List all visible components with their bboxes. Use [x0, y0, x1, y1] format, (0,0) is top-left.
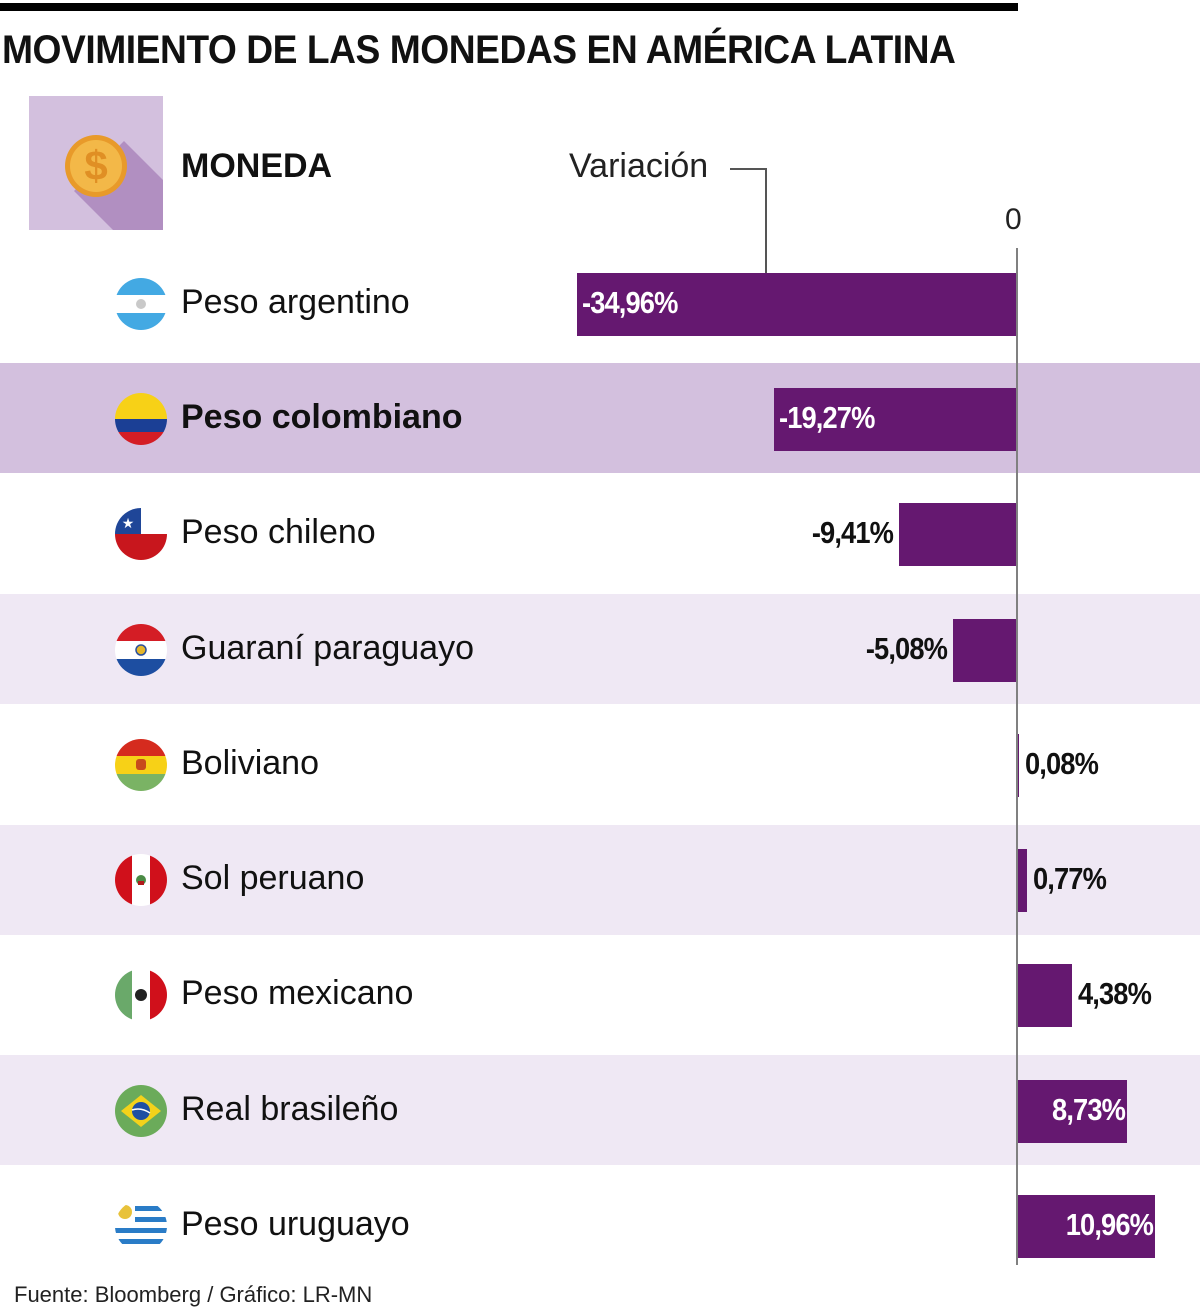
row-band — [0, 593, 1200, 704]
bar-value-label: -9,41% — [811, 515, 893, 551]
bar — [1017, 964, 1073, 1028]
chart-title: MOVIMIENTO DE LAS MONEDAS EN AMÉRICA LAT… — [2, 28, 956, 72]
row-band — [0, 1055, 1200, 1166]
bar — [1017, 1195, 1155, 1259]
row-label: Peso argentino — [181, 282, 410, 321]
bar — [774, 387, 1017, 451]
zero-axis-line — [1016, 248, 1018, 1265]
variacion-leader-line-vertical — [765, 168, 767, 284]
row-label: Sol peruano — [181, 859, 365, 898]
bar-value-label: 0,08% — [1025, 745, 1099, 781]
bar-value-label: 10,96% — [1065, 1207, 1154, 1243]
variacion-leader-line — [730, 168, 766, 170]
bolivia-flag-icon — [115, 738, 167, 791]
colombia-flag-icon — [115, 392, 167, 445]
zero-axis-label: 0 — [1005, 203, 1022, 236]
uruguay-flag-icon — [115, 1200, 167, 1253]
row-label: Peso chileno — [181, 513, 376, 552]
row-band — [0, 363, 1200, 474]
row-band — [0, 824, 1200, 935]
paraguay-flag-icon — [115, 623, 167, 676]
row-label: Peso colombiano — [181, 397, 463, 436]
column-header-variacion: Variación — [569, 147, 709, 185]
bar-value-label: -5,08% — [865, 630, 948, 666]
row-label: Peso uruguayo — [181, 1205, 410, 1244]
bar-value-label: 4,38% — [1078, 976, 1152, 1012]
svg-text:$: $ — [84, 142, 107, 189]
argentina-flag-icon — [115, 277, 167, 330]
bar — [1017, 733, 1019, 797]
bar — [898, 503, 1017, 567]
bar — [1017, 849, 1027, 913]
row-label: Boliviano — [181, 743, 319, 782]
dollar-coin-icon: $ — [29, 96, 163, 230]
brazil-flag-icon — [115, 1084, 167, 1137]
peru-flag-icon — [115, 854, 167, 907]
bar-value-label: -34,96% — [581, 284, 678, 320]
row-label: Guaraní paraguayo — [181, 628, 474, 667]
bar — [576, 272, 1017, 336]
bar-value-label: 0,77% — [1032, 861, 1107, 897]
bar-value-label: 8,73% — [1051, 1091, 1126, 1127]
row-label: Real brasileño — [181, 1089, 399, 1128]
column-header-moneda: MONEDA — [181, 147, 333, 185]
row-label: Peso mexicano — [181, 974, 414, 1013]
bar-value-label: -19,27% — [779, 399, 875, 435]
chile-flag-icon: ★ — [115, 508, 167, 561]
top-rule — [0, 3, 1018, 11]
source-note: Fuente: Bloomberg / Gráfico: LR-MN — [14, 1282, 373, 1307]
svg-text:★: ★ — [122, 515, 135, 531]
bar — [1017, 1079, 1127, 1143]
bar — [953, 618, 1017, 682]
mexico-flag-icon — [115, 969, 167, 1022]
